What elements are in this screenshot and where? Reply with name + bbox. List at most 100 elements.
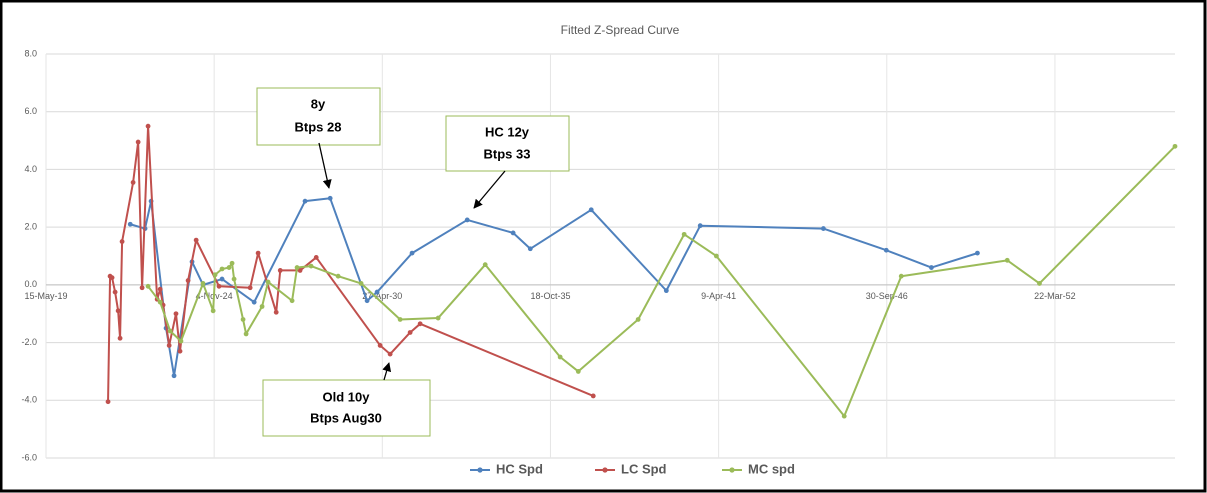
annotation-box	[256, 87, 381, 146]
annotation-text: 8y	[311, 96, 326, 111]
point	[109, 275, 115, 281]
point	[409, 250, 415, 256]
point	[308, 263, 314, 269]
annotation-box	[262, 379, 431, 437]
point	[313, 255, 319, 260]
x-tick-label: 22-Mar-52	[1034, 291, 1076, 301]
series-line	[129, 197, 978, 377]
x-tick-label: 15-May-19	[24, 291, 67, 301]
point	[358, 281, 364, 286]
point	[167, 328, 173, 334]
point	[681, 231, 687, 237]
point	[397, 317, 403, 322]
point	[135, 139, 141, 145]
y-tick-label: 0.0	[24, 279, 37, 289]
annotation-arrow	[382, 362, 392, 381]
point	[219, 266, 225, 272]
point	[387, 351, 393, 357]
point	[243, 331, 249, 337]
point	[117, 335, 123, 341]
point	[417, 321, 423, 327]
point	[975, 250, 980, 256]
point	[527, 246, 533, 252]
x-tick-label: 18-Oct-35	[530, 291, 570, 301]
point	[226, 265, 232, 270]
point	[590, 393, 596, 399]
legend-label: LC Spd	[621, 461, 667, 476]
point	[929, 265, 934, 270]
point	[119, 239, 125, 244]
point	[193, 237, 199, 243]
point	[898, 273, 904, 279]
point	[173, 311, 179, 317]
point	[255, 250, 261, 256]
point	[216, 283, 222, 289]
point	[1004, 257, 1010, 263]
point	[575, 369, 581, 374]
point	[294, 265, 300, 270]
point	[277, 268, 283, 273]
point	[177, 348, 183, 354]
point	[883, 247, 889, 253]
y-tick-label: -4.0	[21, 395, 37, 405]
point	[112, 289, 118, 295]
point	[1172, 143, 1178, 149]
point	[127, 221, 133, 227]
y-tick-label: 6.0	[24, 106, 37, 116]
point	[588, 207, 594, 213]
annotation-box	[445, 115, 570, 172]
point	[297, 268, 303, 273]
x-tick-label: 9-Apr-41	[701, 291, 736, 301]
point	[364, 298, 370, 304]
point	[115, 308, 121, 314]
point	[247, 285, 253, 291]
annotation-text: HC 12y	[485, 124, 530, 139]
plot-area: 8.06.04.02.00.0-2.0-4.0-6.015-May-19 4-No…	[21, 48, 1178, 462]
legend-marker	[477, 467, 483, 473]
point	[105, 399, 111, 405]
annotation: 8y Btps 28	[256, 87, 381, 189]
point	[435, 315, 441, 321]
legend-label: MC spd	[748, 461, 795, 476]
point	[130, 180, 136, 185]
point	[635, 317, 641, 322]
point	[327, 195, 333, 201]
point	[289, 298, 295, 304]
x-tick-label: 30-Sep-46	[866, 291, 908, 301]
annotation-text: Btps Aug30	[310, 410, 382, 425]
y-tick-label: 8.0	[24, 48, 37, 58]
point	[557, 354, 563, 360]
point	[157, 299, 163, 305]
point	[697, 223, 703, 229]
annotation-text: Btps 28	[295, 119, 342, 134]
point	[145, 283, 151, 289]
annotation-text: Old 10y	[323, 389, 371, 404]
y-tick-label: 4.0	[24, 164, 37, 174]
y-tick-label: 2.0	[24, 222, 37, 232]
point	[377, 343, 383, 348]
point	[185, 278, 191, 283]
y-tick-label: -2.0	[21, 337, 37, 347]
point	[820, 226, 826, 231]
point	[273, 309, 279, 315]
point	[219, 276, 225, 282]
point	[240, 317, 246, 322]
point	[229, 260, 235, 266]
x-tick-label: 27-Apr-30	[362, 291, 402, 301]
point	[210, 308, 216, 314]
annotation-arrow	[473, 170, 506, 209]
point	[302, 198, 308, 204]
point	[841, 413, 847, 419]
point	[145, 123, 151, 129]
annotation: HC 12y Btps 33	[445, 115, 570, 209]
point	[259, 304, 265, 309]
point	[713, 253, 719, 259]
point	[139, 285, 145, 291]
point	[265, 279, 271, 285]
point	[464, 217, 470, 223]
annotation-arrow	[318, 142, 332, 189]
point	[335, 273, 341, 279]
annotation-text: Btps 33	[484, 146, 531, 161]
annotation: Old 10y Btps Aug30	[262, 362, 431, 437]
point	[212, 272, 218, 278]
